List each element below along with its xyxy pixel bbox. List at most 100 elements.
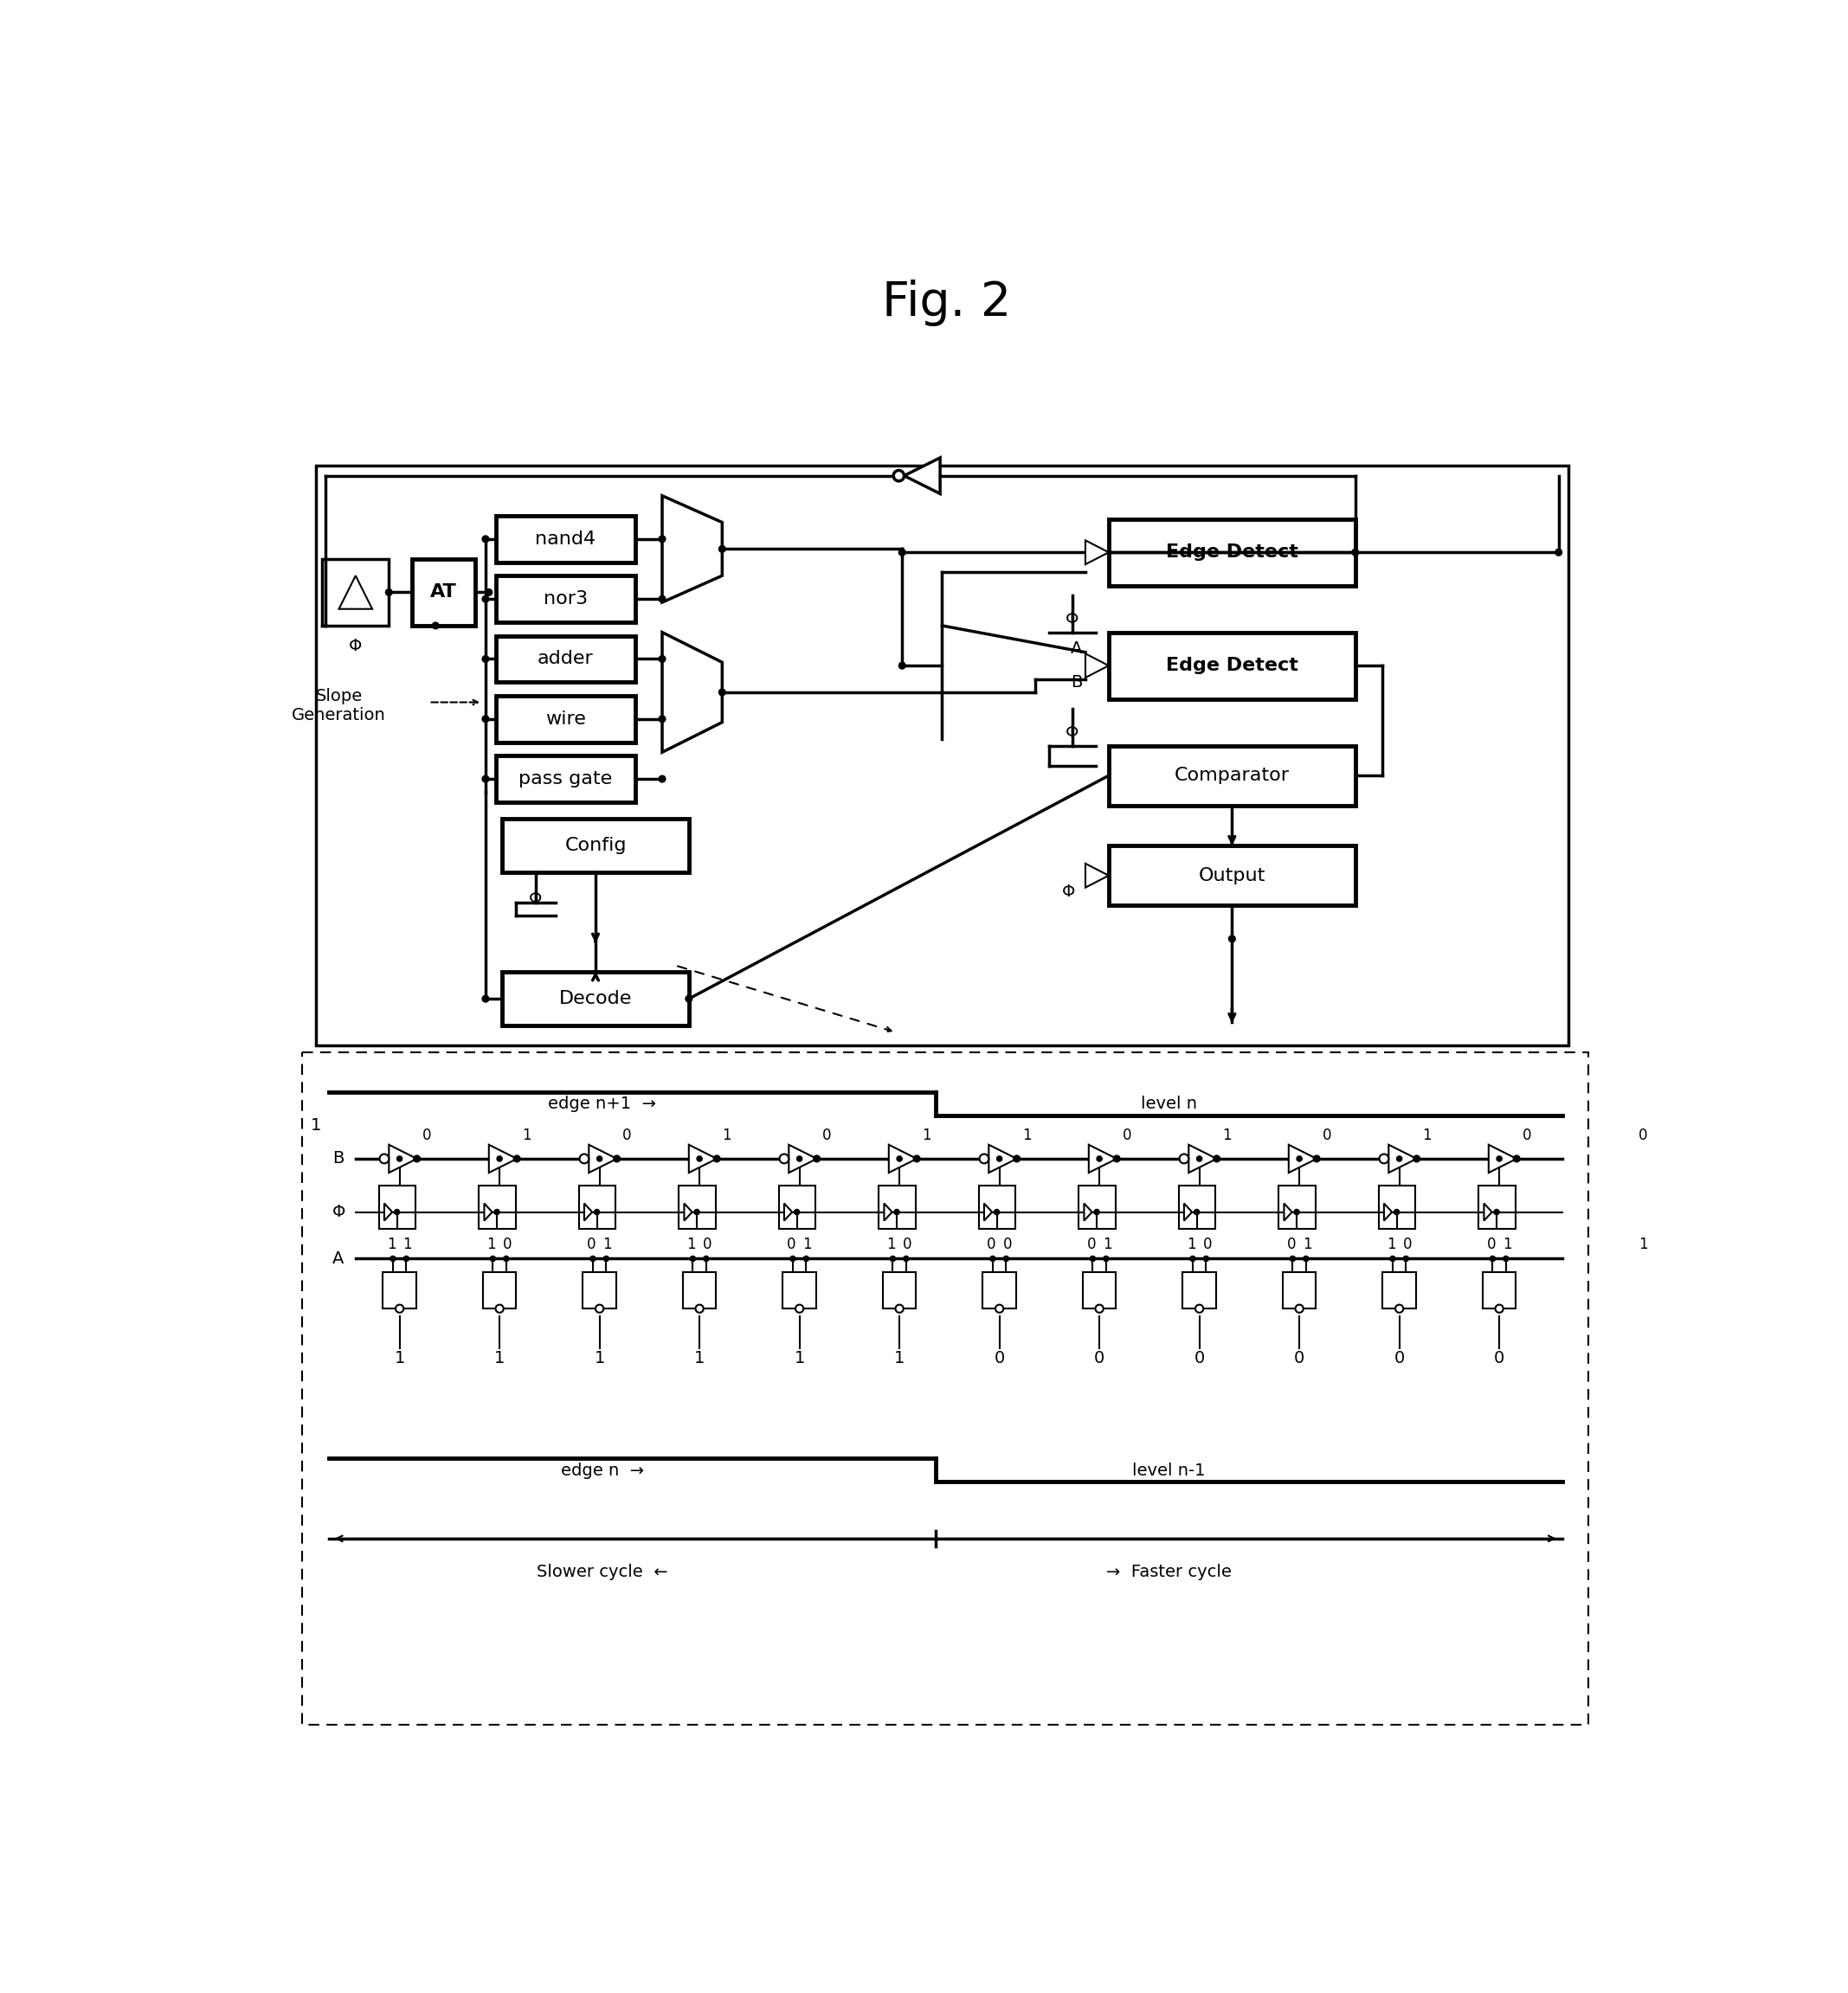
Text: Φ: Φ <box>529 891 541 907</box>
Circle shape <box>893 470 904 480</box>
Circle shape <box>595 1305 604 1313</box>
Polygon shape <box>1284 1204 1292 1220</box>
Text: A: A <box>333 1250 344 1268</box>
Text: 1: 1 <box>887 1236 896 1252</box>
Polygon shape <box>1085 1204 1092 1220</box>
Circle shape <box>791 1256 795 1262</box>
Text: 1: 1 <box>894 1351 906 1367</box>
Circle shape <box>1353 548 1358 556</box>
Circle shape <box>1493 1210 1499 1214</box>
Circle shape <box>482 656 490 662</box>
Bar <box>495 576 636 622</box>
Circle shape <box>1397 1156 1403 1162</box>
Circle shape <box>891 1256 896 1262</box>
Text: 1: 1 <box>1303 1236 1312 1252</box>
Polygon shape <box>684 1272 717 1309</box>
Circle shape <box>490 1256 495 1262</box>
Polygon shape <box>590 1144 617 1172</box>
Text: 0: 0 <box>1488 1236 1495 1252</box>
Text: AT: AT <box>431 584 456 602</box>
Circle shape <box>660 775 665 781</box>
Polygon shape <box>985 1204 992 1220</box>
Circle shape <box>482 995 490 1002</box>
Polygon shape <box>789 1144 817 1172</box>
Text: 0: 0 <box>1393 1351 1404 1367</box>
Circle shape <box>580 1154 590 1164</box>
Text: edge n  →: edge n → <box>560 1463 643 1479</box>
Bar <box>1109 632 1355 700</box>
Circle shape <box>996 1305 1003 1313</box>
Text: 0: 0 <box>1194 1351 1205 1367</box>
Text: 0: 0 <box>1493 1351 1504 1367</box>
Circle shape <box>660 715 665 721</box>
Text: 1: 1 <box>1423 1128 1430 1144</box>
Text: 1: 1 <box>723 1128 732 1144</box>
Polygon shape <box>338 576 371 610</box>
Polygon shape <box>883 1204 893 1220</box>
Text: 1: 1 <box>488 1236 495 1252</box>
Text: 0: 0 <box>1403 1236 1412 1252</box>
Polygon shape <box>684 1204 693 1220</box>
Text: 1: 1 <box>394 1351 405 1367</box>
Text: Φ: Φ <box>1063 885 1076 901</box>
Bar <box>479 1186 516 1230</box>
Circle shape <box>1196 1305 1203 1313</box>
Text: 1: 1 <box>1186 1236 1196 1252</box>
Circle shape <box>1314 1156 1319 1162</box>
Circle shape <box>979 1154 989 1164</box>
Circle shape <box>695 1305 704 1313</box>
Circle shape <box>1194 1210 1199 1214</box>
Polygon shape <box>584 1204 591 1220</box>
Polygon shape <box>989 1144 1016 1172</box>
Text: 0: 0 <box>1087 1236 1096 1252</box>
Polygon shape <box>1085 863 1109 887</box>
Circle shape <box>913 1156 920 1162</box>
Text: →  Faster cycle: → Faster cycle <box>1105 1565 1231 1580</box>
Circle shape <box>719 546 726 552</box>
Text: 0: 0 <box>1321 1128 1331 1144</box>
Circle shape <box>1003 1256 1009 1262</box>
Circle shape <box>597 1156 602 1162</box>
Polygon shape <box>1388 1144 1417 1172</box>
Text: Φ: Φ <box>1066 723 1079 741</box>
Circle shape <box>614 1156 621 1162</box>
Text: 0: 0 <box>1003 1236 1013 1252</box>
Text: 1: 1 <box>795 1351 806 1367</box>
Circle shape <box>1403 1256 1408 1262</box>
Circle shape <box>689 1256 695 1262</box>
Text: edge n+1  →: edge n+1 → <box>549 1096 656 1112</box>
Circle shape <box>1502 1256 1508 1262</box>
Text: nor3: nor3 <box>543 590 588 608</box>
Polygon shape <box>484 1204 492 1220</box>
Circle shape <box>1489 1256 1495 1262</box>
Bar <box>1079 1186 1116 1230</box>
Polygon shape <box>582 1272 615 1309</box>
Text: 0: 0 <box>1286 1236 1295 1252</box>
Text: B: B <box>333 1150 344 1168</box>
Bar <box>1109 518 1355 586</box>
Circle shape <box>1094 1210 1100 1214</box>
Circle shape <box>1203 1256 1209 1262</box>
Circle shape <box>796 1156 802 1162</box>
Text: 1: 1 <box>1502 1236 1512 1252</box>
Circle shape <box>704 1256 710 1262</box>
Text: 0: 0 <box>987 1236 996 1252</box>
Bar <box>303 1052 1589 1726</box>
Polygon shape <box>1382 1272 1416 1309</box>
Circle shape <box>896 1305 904 1313</box>
Circle shape <box>898 662 906 670</box>
Circle shape <box>394 1210 399 1214</box>
Text: 1: 1 <box>523 1128 532 1144</box>
Circle shape <box>1294 1210 1299 1214</box>
Circle shape <box>1090 1256 1096 1262</box>
Text: nand4: nand4 <box>536 530 595 548</box>
Circle shape <box>493 1210 499 1214</box>
Polygon shape <box>662 496 723 602</box>
Text: 0: 0 <box>1203 1236 1212 1252</box>
Bar <box>1379 1186 1416 1230</box>
Circle shape <box>1295 1305 1303 1313</box>
Polygon shape <box>689 1144 717 1172</box>
Text: 0: 0 <box>503 1236 512 1252</box>
Bar <box>578 1186 615 1230</box>
Circle shape <box>1096 1305 1103 1313</box>
